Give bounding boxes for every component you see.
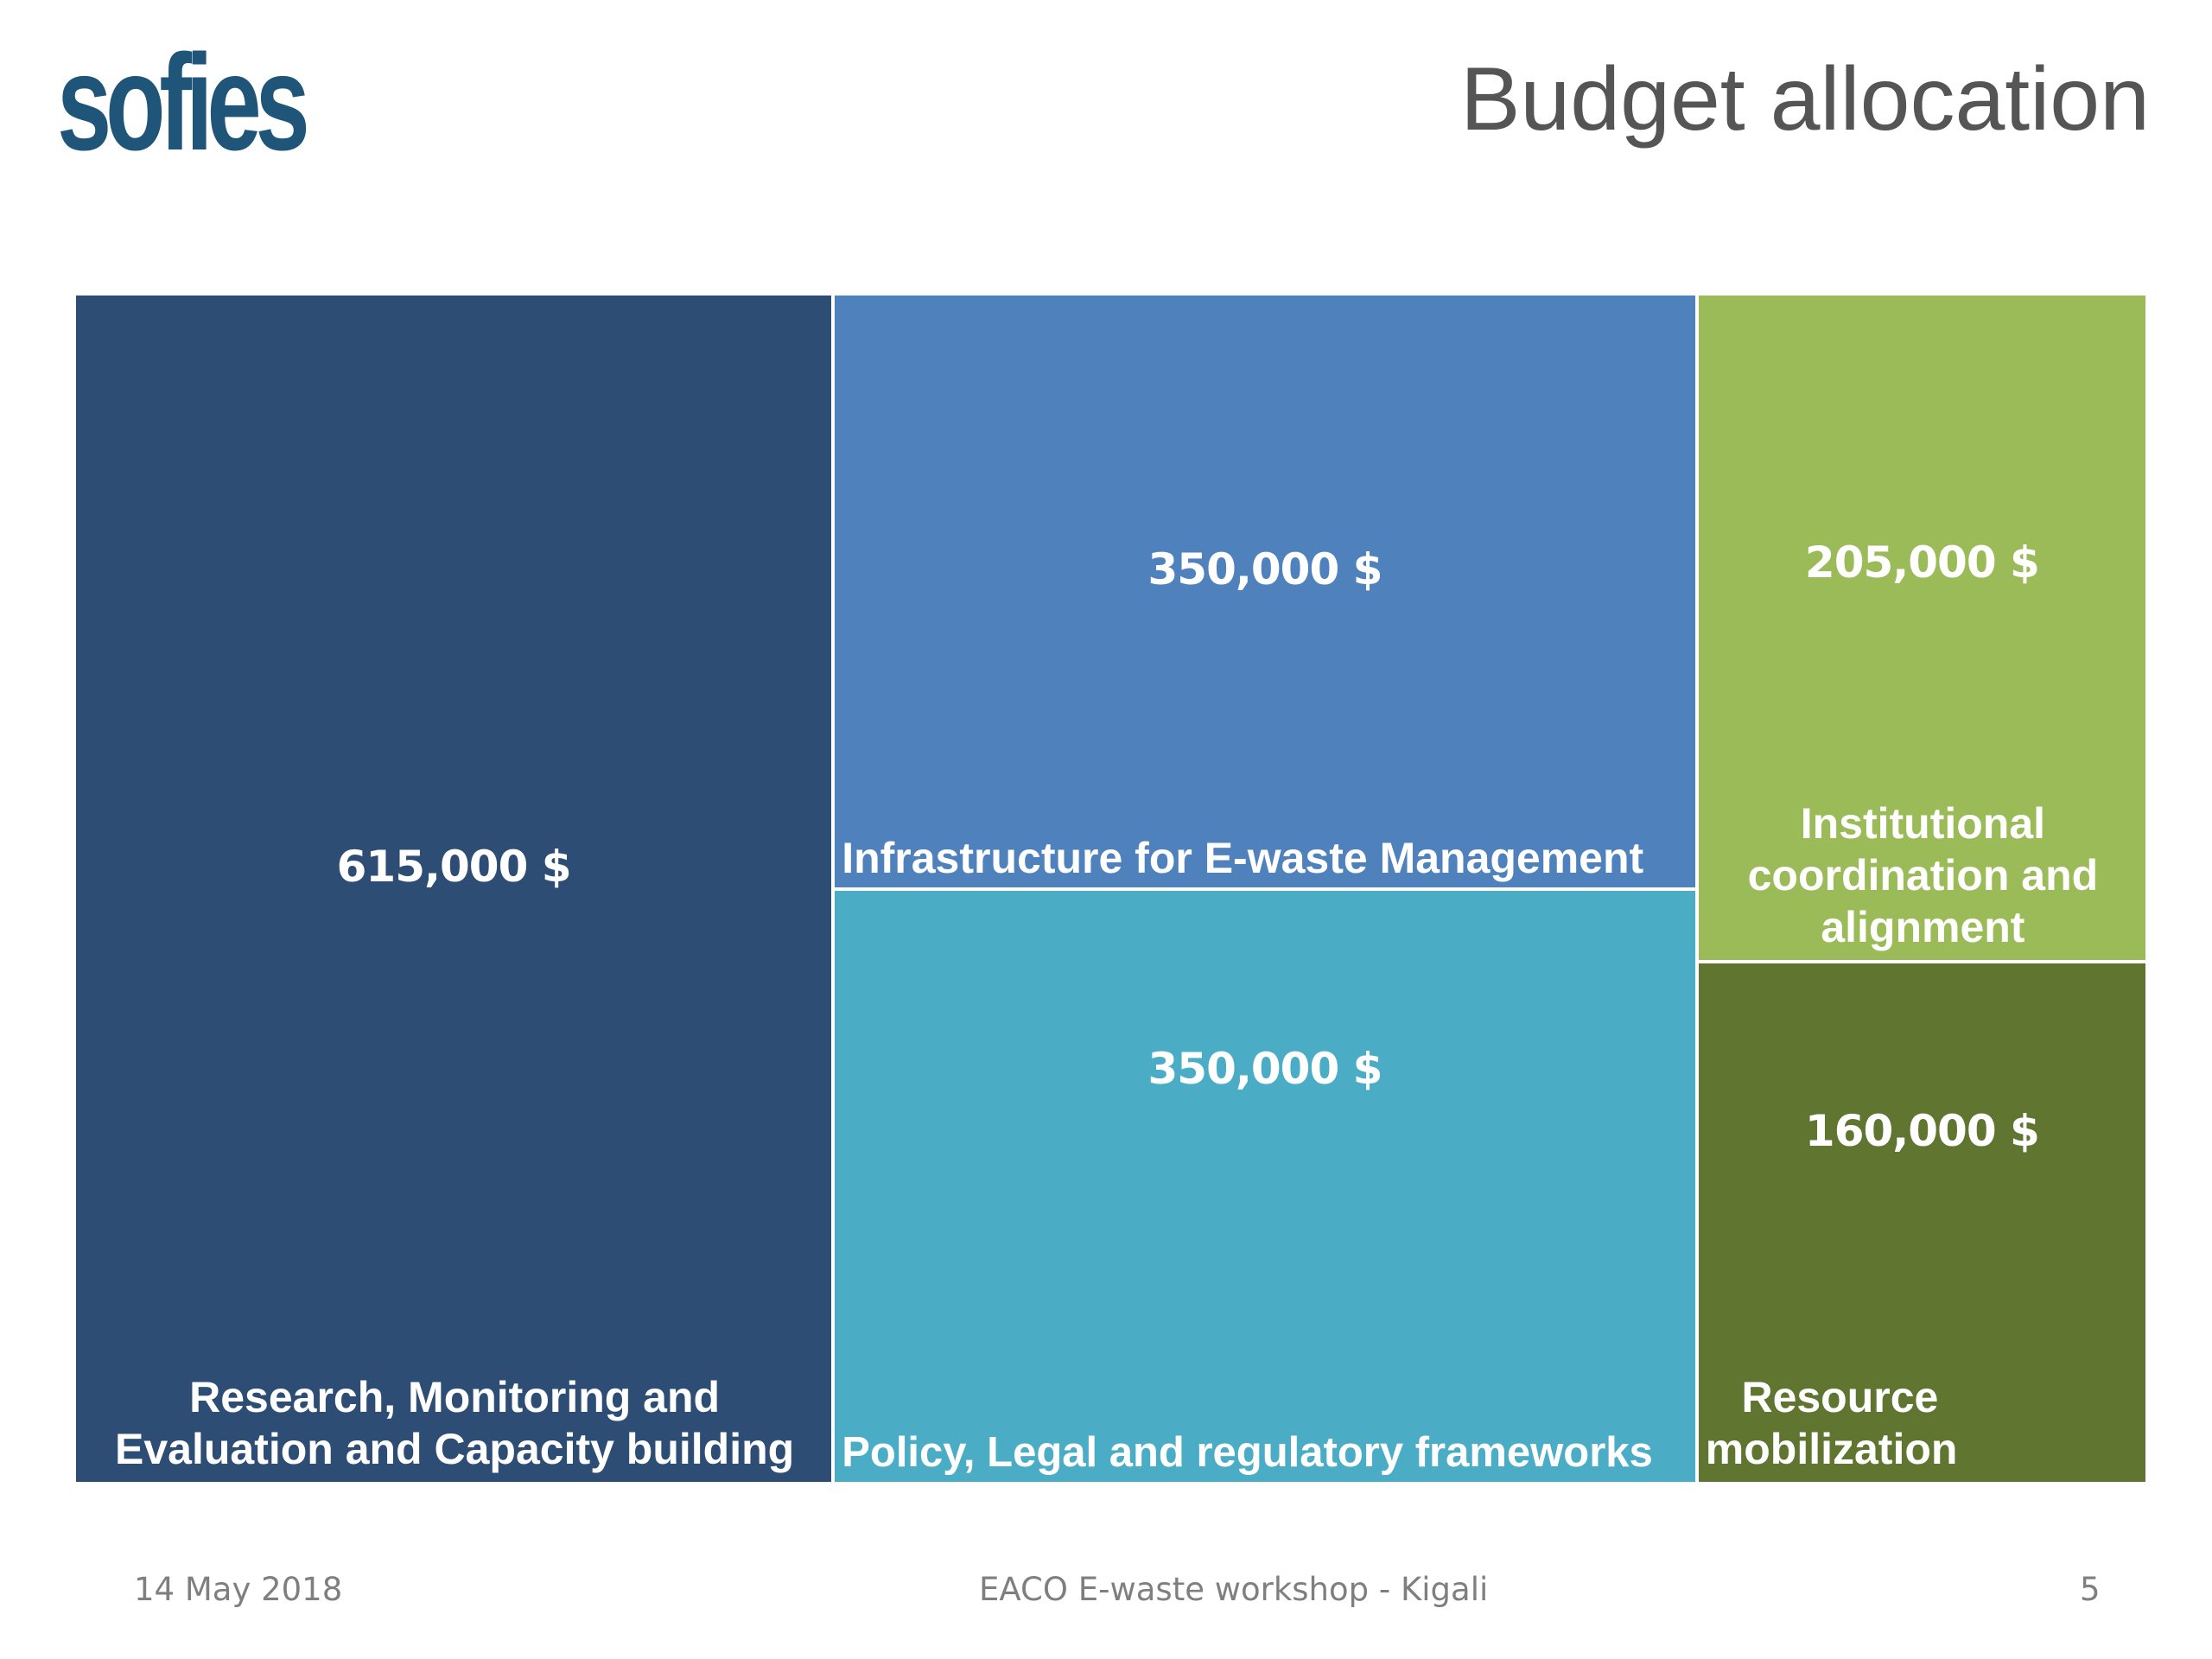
treemap-cell-resource: 160,000 $ Resource mobilization (1696, 962, 2147, 1484)
footer-event: EACO E-waste workshop - Kigali (979, 1571, 1489, 1608)
treemap-cell-research: 615,000 $ Research, Monitoring and Evalua… (74, 294, 834, 1484)
slide-title: Budget allocation (1460, 49, 2150, 149)
value-label-research: 615,000 $ (336, 841, 572, 892)
category-label-infrastructure: Infrastructure for E-waste Management (842, 833, 1644, 882)
treemap-cell-policy: 350,000 $ Policy, Legal and regulatory f… (833, 888, 1697, 1484)
category-label-resource: Resource mobilization (1705, 1372, 1958, 1473)
value-label-infrastructure: 350,000 $ (1147, 543, 1383, 594)
sofies-logo: sofies (57, 27, 310, 179)
footer-page-number: 5 (2080, 1571, 2101, 1608)
category-label-policy: Policy, Legal and regulatory frameworks (842, 1429, 1653, 1476)
value-label-policy: 350,000 $ (1147, 1044, 1383, 1095)
category-label-institutional: Institutional coordination and alignment (1747, 799, 2099, 952)
category-label-research: Research, Monitoring and Evaluation and C… (114, 1373, 795, 1473)
value-label-institutional: 205,000 $ (1804, 537, 2040, 588)
value-label-resource: 160,000 $ (1804, 1105, 2040, 1156)
treemap-cell-institutional: 205,000 $ Institutional coordination and a… (1696, 294, 2147, 963)
footer-date: 14 May 2018 (134, 1571, 343, 1608)
treemap-cell-infrastructure: 350,000 $ Infrastructure for E-waste Man… (833, 294, 1697, 889)
